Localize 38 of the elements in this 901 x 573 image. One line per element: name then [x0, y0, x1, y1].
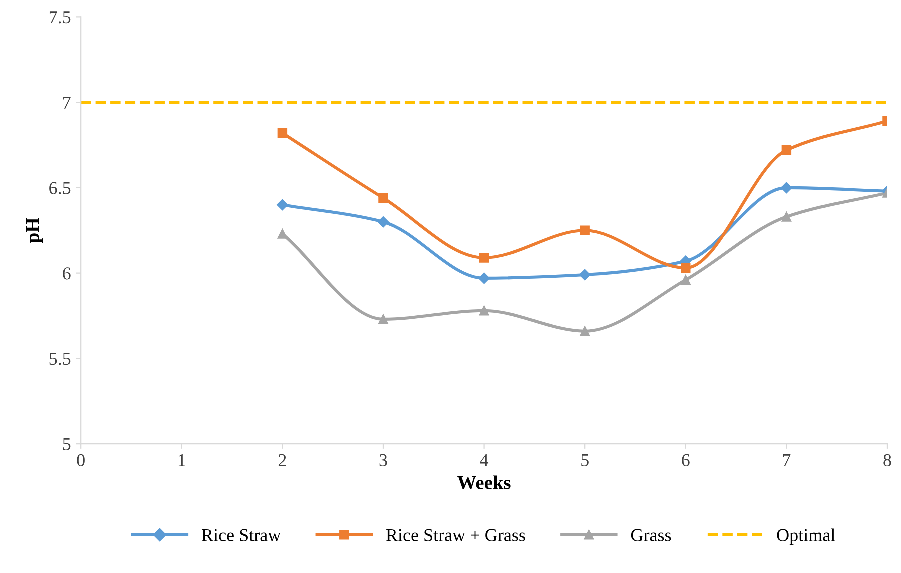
x-tick-label: 1 [178, 454, 186, 466]
point [782, 146, 792, 156]
point [277, 199, 288, 211]
point [782, 212, 792, 222]
y-tick-label: 7 [64, 97, 71, 109]
y-axis-title: pH [26, 218, 44, 244]
point [781, 182, 792, 194]
x-tick-label: 5 [582, 454, 589, 467]
legend-label: Optimal [777, 528, 836, 546]
y-tick-label: 5 [63, 438, 71, 451]
point [278, 128, 288, 138]
x-tick-label: 0 [77, 454, 85, 467]
y-tick-label: 5.5 [50, 353, 71, 366]
point [378, 216, 390, 228]
legend-label: Rice Straw [202, 529, 282, 542]
point [579, 269, 591, 281]
point [681, 275, 691, 286]
point [681, 263, 691, 274]
point [378, 193, 388, 204]
point [478, 272, 490, 284]
point [278, 229, 288, 239]
x-tick-label: 7 [783, 454, 791, 466]
point [580, 226, 590, 236]
point [479, 306, 490, 316]
x-tick-label: 8 [884, 454, 892, 467]
legend-label: Grass [631, 529, 672, 542]
point [378, 314, 388, 324]
y-tick-label: 6.5 [50, 182, 71, 194]
y-tick-label: 7.5 [50, 12, 71, 24]
x-tick-label: 3 [380, 454, 388, 467]
point [479, 253, 490, 263]
x-tick-label: 2 [278, 454, 286, 466]
legend-label: Rice Straw + Grass [386, 529, 526, 542]
x-tick-label: 6 [682, 454, 690, 467]
y-tick-label: 6 [63, 268, 71, 280]
x-tick-label: 4 [480, 454, 489, 466]
x-axis-title: Weeks [458, 476, 511, 490]
point [580, 326, 590, 336]
